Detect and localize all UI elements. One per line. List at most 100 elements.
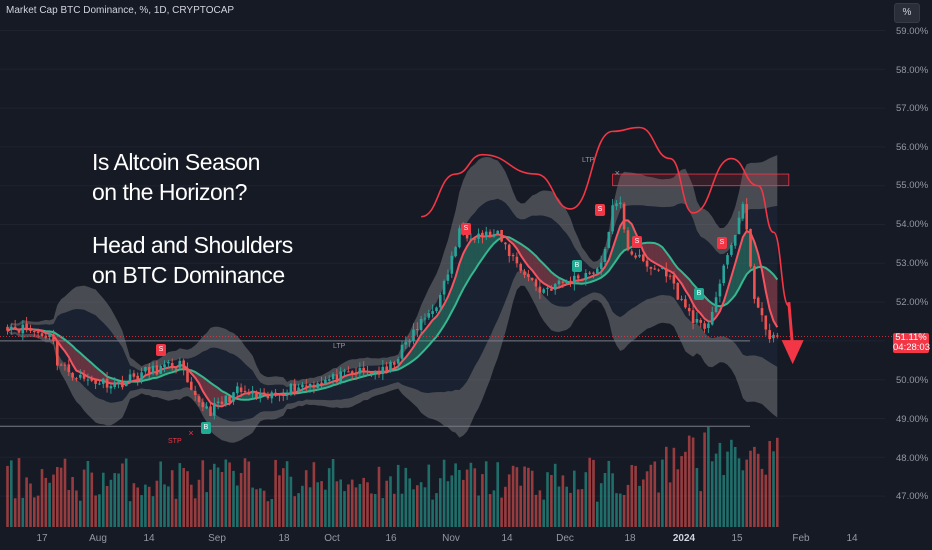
ribbon-fill <box>76 349 81 373</box>
candle-body <box>733 234 737 246</box>
candle-body <box>6 326 9 331</box>
sell-signal-tag: S <box>156 344 166 356</box>
volume-bar <box>458 470 461 527</box>
ribbon-fill <box>643 242 648 258</box>
volume-bar <box>511 465 515 527</box>
ribbon-fill <box>424 325 429 350</box>
volume-bar <box>538 490 542 527</box>
volume-bar <box>140 495 143 527</box>
volume-bar <box>247 461 251 527</box>
candle-body <box>331 374 335 380</box>
candle-body <box>550 288 553 291</box>
candle-body <box>232 392 235 402</box>
ribbon-fill <box>214 385 219 407</box>
candle-body <box>10 326 13 330</box>
candle-body <box>523 271 526 275</box>
ribbon-fill <box>658 244 663 268</box>
ribbon-fill <box>773 274 778 328</box>
candle-body <box>124 381 128 387</box>
candle-body <box>642 254 645 262</box>
candle-body <box>760 308 764 316</box>
ribbon-fill <box>650 242 655 263</box>
ribbon-fill <box>543 264 548 286</box>
candle-body <box>500 230 503 242</box>
head-and-shoulders-line <box>420 126 790 307</box>
volume-bar <box>649 464 653 527</box>
volume-bar <box>630 465 634 527</box>
candle-body <box>730 245 733 255</box>
candle-body <box>347 371 350 373</box>
volume-bar <box>124 458 128 527</box>
candle-body <box>255 392 258 398</box>
resistance-zone <box>612 173 790 187</box>
volume-bar <box>86 461 90 527</box>
candle-body <box>144 367 147 372</box>
candle-body <box>400 344 404 359</box>
candle-body <box>596 268 599 274</box>
volume-bar <box>450 475 454 527</box>
candle-body <box>385 366 388 372</box>
ribbon-fill <box>91 363 96 380</box>
candle-body <box>377 371 381 375</box>
candle-body <box>228 396 231 403</box>
candle-body <box>33 331 36 332</box>
ribbon-fill <box>670 257 674 274</box>
candle-body <box>59 364 63 366</box>
projection-arrow-head <box>781 340 804 365</box>
x-tick-label: Feb <box>792 533 810 544</box>
volume-bar <box>385 480 388 527</box>
volume-bar <box>393 493 396 527</box>
candle-body <box>182 360 185 370</box>
volume-bar <box>347 484 350 527</box>
volume-bar <box>546 472 549 527</box>
candle-body <box>638 254 641 257</box>
candle-body <box>285 394 289 396</box>
candle-body <box>419 319 423 331</box>
ribbon-fill <box>536 256 540 281</box>
ribbon-fill <box>532 252 537 276</box>
candle-body <box>741 204 745 219</box>
candle-body <box>615 203 618 207</box>
ribbon-fill <box>210 382 215 405</box>
candle-body <box>151 365 155 373</box>
volume-bar <box>642 479 645 527</box>
candle-body <box>458 228 461 248</box>
volume-bar <box>312 462 316 527</box>
volume-bar <box>561 475 565 527</box>
currency-unit-button[interactable]: % <box>894 3 920 23</box>
volume-bar <box>477 495 480 527</box>
volume-bar <box>749 450 752 527</box>
candle-body <box>710 311 714 325</box>
candle-body <box>580 279 584 281</box>
volume-bar <box>44 477 48 527</box>
candle-body <box>515 256 519 264</box>
volume-bar <box>102 472 105 527</box>
y-tick-label: 53.00% <box>896 258 929 269</box>
ribbon-fill <box>547 267 552 288</box>
volume-bar <box>454 463 457 527</box>
candle-body <box>48 333 51 338</box>
ribbon-fill <box>754 241 759 269</box>
candle-body <box>611 205 614 232</box>
volume-bar <box>484 461 488 527</box>
volume-bar <box>373 494 377 527</box>
volume-bar <box>473 468 477 527</box>
candle-body <box>289 383 293 395</box>
last-price-label: 51.11% 04:28:03 <box>893 333 930 353</box>
volume-bar <box>672 447 676 527</box>
volume-bar <box>638 485 641 527</box>
volume-bar <box>243 458 247 527</box>
candle-body <box>220 401 224 404</box>
ribbon-fill <box>80 353 85 375</box>
volume-bar <box>584 472 588 527</box>
candle-body <box>373 371 377 373</box>
ribbon-fill <box>463 246 468 289</box>
x-tick-label: 2024 <box>672 533 696 544</box>
candle-body <box>776 335 779 337</box>
candle-body <box>561 281 565 283</box>
ribbon-fill <box>662 247 667 270</box>
candle-body <box>354 372 358 375</box>
volume-bar <box>488 494 492 527</box>
volume-bar <box>492 490 496 527</box>
